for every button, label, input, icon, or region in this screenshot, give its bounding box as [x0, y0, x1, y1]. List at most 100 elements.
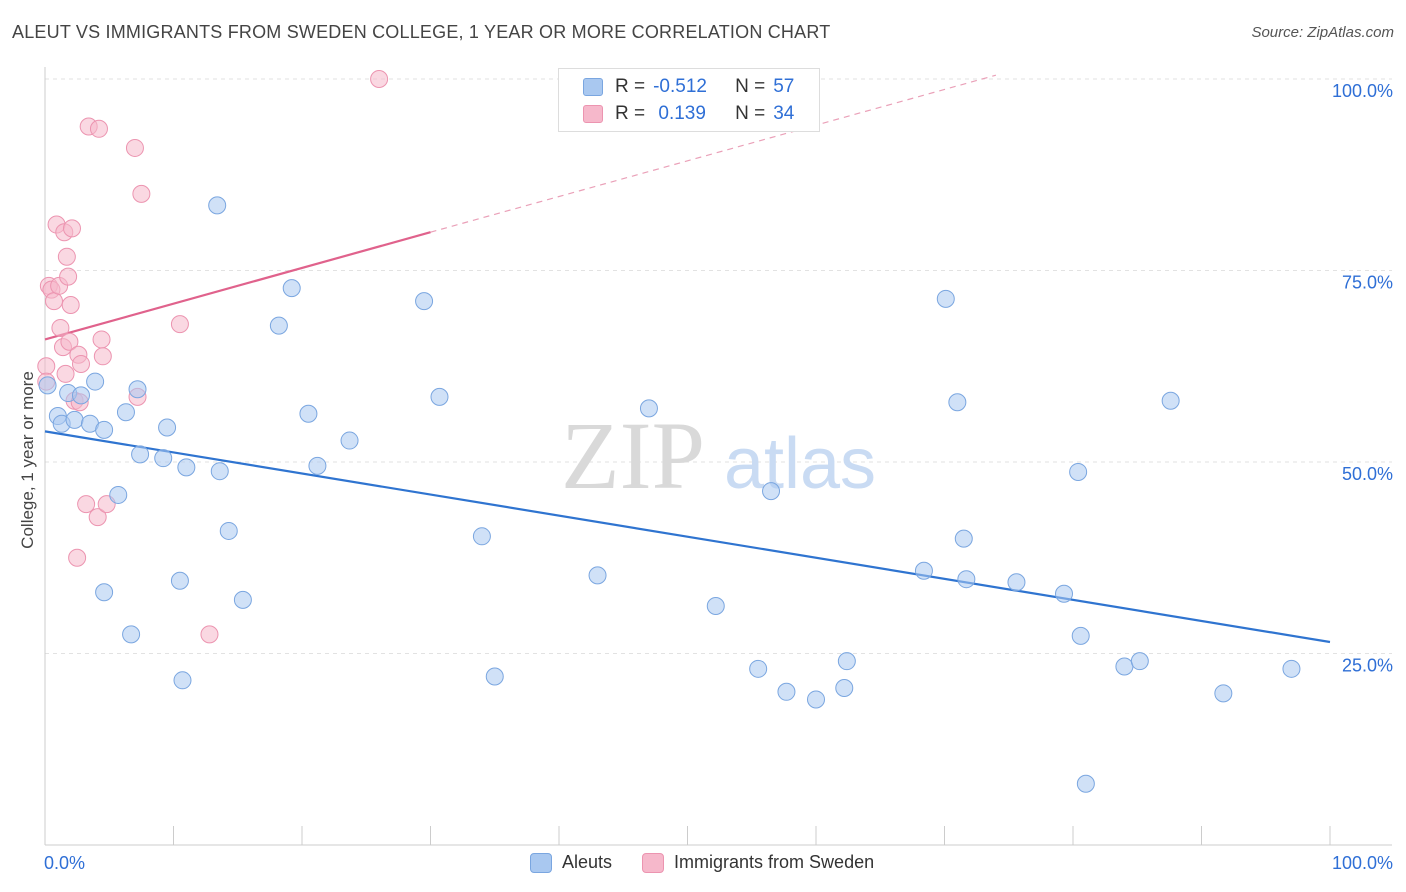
aleut-point [777, 682, 796, 701]
watermark: ZIP atlas [561, 402, 876, 509]
n-label: N = [735, 103, 766, 124]
aleut-point [1161, 391, 1180, 410]
legend-row-sweden: R = 0.139 N = 34 [583, 102, 794, 126]
aleut-points [38, 196, 1301, 793]
aleut-point [948, 393, 967, 412]
axes [44, 67, 1392, 846]
aleut-point [95, 420, 114, 439]
aleut-point [208, 196, 227, 215]
aleut-point [1071, 626, 1090, 645]
sweden-trend-extension [430, 74, 997, 233]
aleut-point [86, 372, 105, 391]
legend-item-aleuts: Aleuts [530, 852, 612, 873]
sweden-point [89, 119, 108, 138]
aleut-point [340, 431, 359, 450]
grid-lines [45, 78, 1392, 654]
aleut-point [269, 316, 288, 335]
aleut-point [762, 482, 781, 501]
r-label: R = [615, 76, 646, 97]
sweden-point [132, 184, 151, 203]
n-label: N = [735, 76, 766, 97]
aleut-point [807, 690, 825, 709]
aleut-point [1076, 774, 1095, 793]
aleut-point [299, 404, 318, 423]
aleut-point [1055, 584, 1074, 603]
tick-labels: 25.0% 50.0% 75.0% 100.0% 0.0% 100.0% [44, 81, 1393, 873]
chart-title: ALEUT VS IMMIGRANTS FROM SWEDEN COLLEGE,… [12, 22, 831, 42]
legend-label-sweden: Immigrants from Sweden [674, 852, 875, 872]
y-tick-label: 75.0% [1342, 273, 1393, 293]
sweden-point [88, 508, 107, 527]
sweden-point [170, 315, 189, 334]
aleut-point [170, 571, 189, 590]
aleut-point [158, 418, 177, 437]
sweden-points [37, 70, 389, 644]
correlation-legend: R = -0.512 N = 57 R = 0.139 N = 34 [558, 68, 820, 132]
aleut-point [177, 458, 196, 477]
aleut-point [485, 667, 504, 686]
aleut-point [749, 659, 768, 678]
source-label: Source: ZipAtlas.com [1251, 24, 1394, 41]
aleut-point [173, 671, 192, 690]
sweden-point [200, 625, 219, 644]
sweden-point [57, 247, 76, 266]
aleut-point [95, 583, 114, 602]
sweden-point [51, 318, 70, 337]
trend-lines [44, 74, 1331, 644]
aleut-point [128, 380, 147, 399]
sweden-point [56, 364, 75, 383]
y-tick-label: 100.0% [1332, 81, 1393, 101]
sweden-point [59, 267, 78, 286]
sweden-point [61, 295, 80, 314]
watermark-zip: ZIP [561, 402, 705, 509]
aleut-point [639, 399, 658, 418]
aleut-point [109, 485, 128, 504]
aleut-point [282, 279, 301, 298]
sweden-point [68, 548, 87, 567]
sweden-point [60, 332, 79, 351]
aleut-point [219, 521, 238, 540]
aleut-point [1069, 462, 1088, 481]
legend-item-sweden: Immigrants from Sweden [642, 852, 874, 873]
aleut-point [154, 449, 173, 468]
aleut-point [71, 386, 90, 405]
r-value: -0.512 [653, 76, 707, 97]
sweden-point [71, 354, 90, 373]
sweden-point [62, 219, 81, 238]
aleut-point [38, 376, 57, 395]
aleut-point [1115, 657, 1134, 676]
aleut-point [835, 678, 854, 697]
sweden-swatch [583, 105, 603, 123]
series-legend: Aleuts Immigrants from Sweden [530, 852, 904, 873]
aleut-point [936, 289, 955, 308]
aleut-point [233, 590, 252, 609]
sweden-trend-line [44, 231, 431, 341]
legend-label-aleuts: Aleuts [562, 852, 613, 872]
aleut-point [954, 529, 973, 548]
aleut-point [210, 462, 229, 481]
aleut-point [914, 561, 933, 580]
aleut-point [1130, 652, 1149, 671]
aleut-point [131, 445, 150, 464]
aleut-point [588, 566, 607, 585]
aleut-point [472, 527, 491, 546]
sweden-point [77, 495, 96, 514]
sweden-legend-swatch [642, 852, 665, 873]
aleut-point [1282, 659, 1301, 678]
n-value: 57 [773, 76, 795, 97]
sweden-point [125, 138, 144, 157]
legend-row-aleuts: R = -0.512 N = 57 [583, 75, 794, 99]
r-value: 0.139 [653, 103, 706, 124]
aleut-point [308, 456, 327, 475]
aleut-point [116, 403, 135, 422]
sweden-point [92, 330, 111, 349]
y-tick-label: 50.0% [1342, 464, 1393, 484]
y-tick-label: 25.0% [1342, 656, 1393, 676]
x-tick-label: 100.0% [1332, 853, 1393, 873]
x-tick-label: 0.0% [44, 853, 85, 873]
aleut-point [957, 570, 976, 589]
aleut-point [1007, 573, 1026, 592]
n-value: 34 [773, 103, 795, 124]
